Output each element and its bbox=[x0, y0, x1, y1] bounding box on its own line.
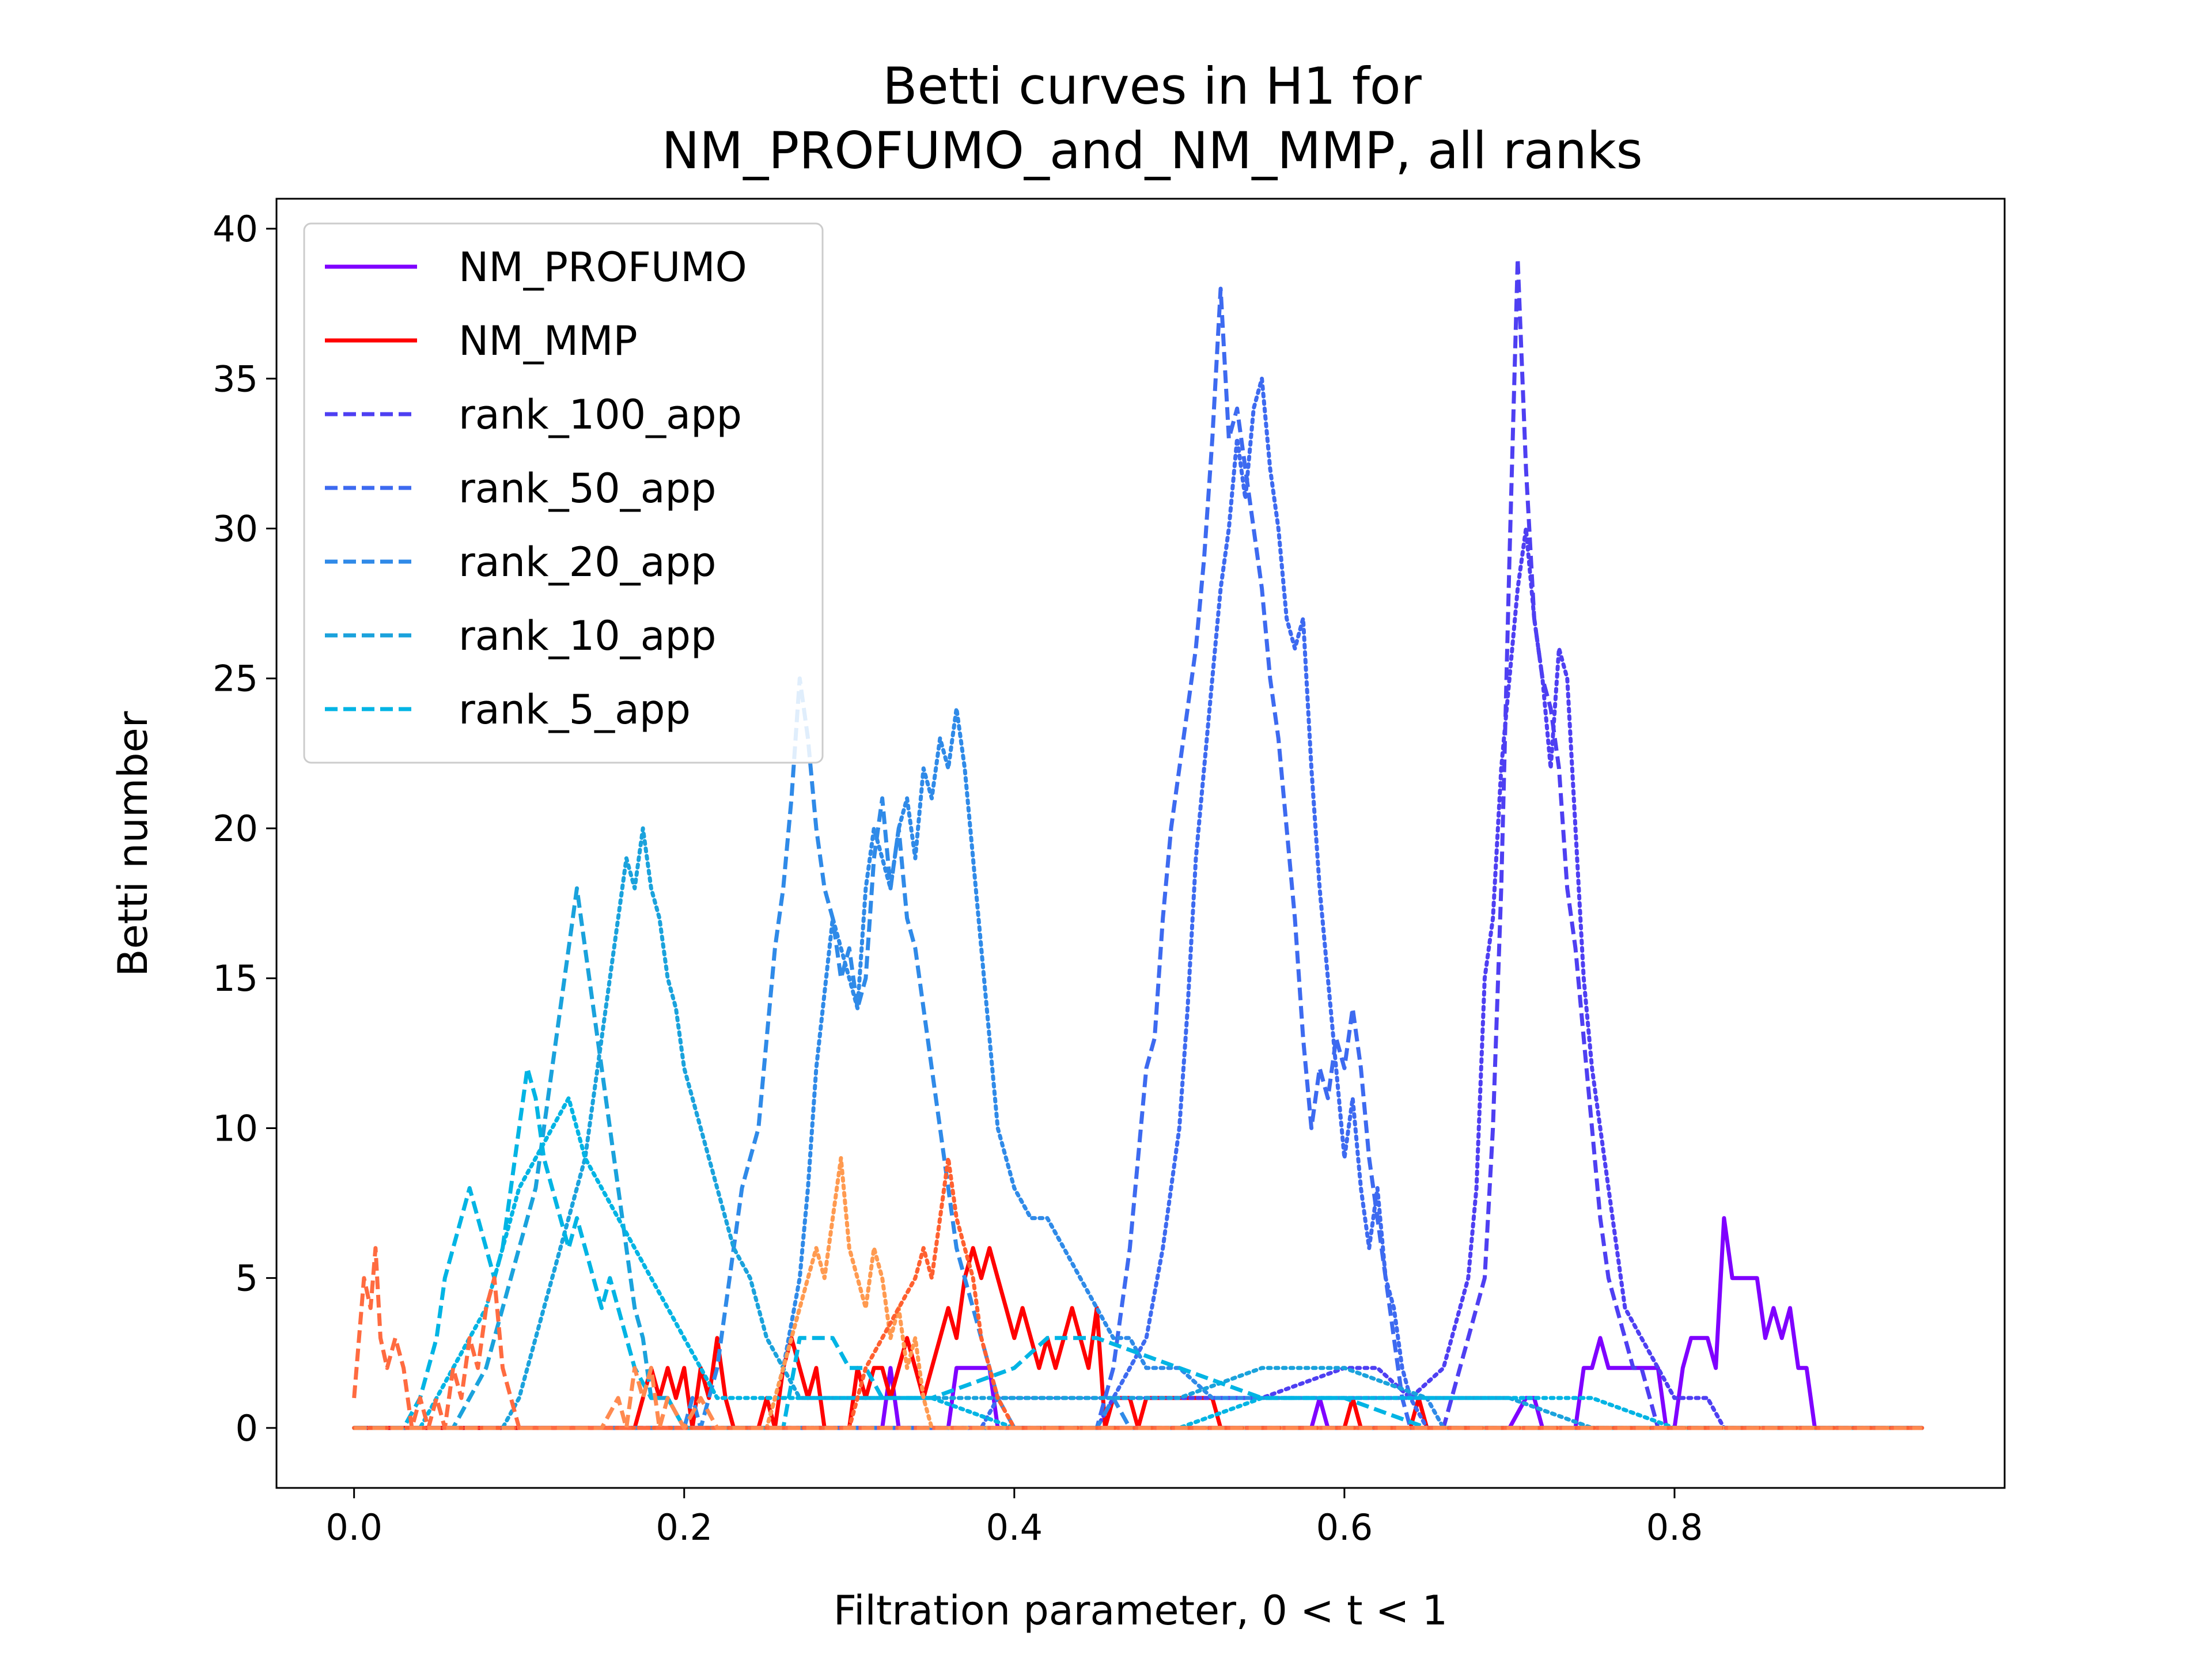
series-line-13 bbox=[352, 1156, 1925, 1430]
y-tick-label: 20 bbox=[213, 808, 258, 850]
series-line-9 bbox=[352, 826, 1925, 1430]
legend-label: NM_PROFUMO bbox=[459, 244, 747, 291]
legend-label: rank_100_app bbox=[459, 391, 742, 438]
series-line-2 bbox=[354, 256, 1922, 1430]
series-line-4 bbox=[354, 286, 1922, 1430]
legend-label: rank_20_app bbox=[459, 539, 716, 586]
x-tick-label: 0.8 bbox=[1646, 1506, 1703, 1548]
y-axis-label: Betti number bbox=[109, 711, 157, 976]
x-tick-label: 0.6 bbox=[1316, 1506, 1373, 1548]
series-line-12 bbox=[352, 1156, 1925, 1430]
y-tick-label: 35 bbox=[213, 358, 258, 400]
legend-label: NM_MMP bbox=[459, 317, 638, 365]
legend-label: rank_50_app bbox=[459, 465, 716, 512]
x-axis-ticks: 0.0 0.2 0.4 0.6 0.8 bbox=[325, 1488, 1703, 1548]
x-tick-label: 0.4 bbox=[986, 1506, 1043, 1548]
y-axis-ticks: 0 5 10 15 20 25 30 35 40 bbox=[213, 208, 276, 1449]
axes-frame bbox=[275, 198, 2006, 1489]
x-tick-label: 0.0 bbox=[325, 1506, 382, 1548]
series-line-6 bbox=[354, 676, 1922, 1430]
y-tick-label: 40 bbox=[213, 208, 258, 250]
series-line-7 bbox=[352, 706, 1925, 1430]
legend-label: rank_10_app bbox=[459, 612, 716, 660]
x-axis-label: Filtration parameter, 0 < t < 1 bbox=[834, 1587, 1448, 1634]
series-line-5 bbox=[352, 376, 1925, 1430]
series-line-11 bbox=[352, 1096, 1925, 1430]
series-line-10 bbox=[354, 1066, 1922, 1430]
y-tick-label: 0 bbox=[236, 1407, 258, 1449]
series-line-14 bbox=[352, 1246, 1922, 1430]
series-line-15 bbox=[354, 1366, 1922, 1430]
legend: NM_PROFUMO NM_MMP rank_100_app rank_50_appr… bbox=[303, 222, 824, 764]
series-line-8 bbox=[354, 886, 1922, 1430]
chart-title-line-1: Betti curves in H1 for bbox=[882, 56, 1422, 116]
y-tick-label: 30 bbox=[213, 508, 258, 550]
legend-label: rank_5_app bbox=[459, 686, 691, 733]
legend-box bbox=[303, 222, 824, 764]
x-tick-label: 0.2 bbox=[656, 1506, 713, 1548]
series-layer bbox=[352, 256, 1925, 1430]
series-line-3 bbox=[352, 527, 1925, 1430]
y-tick-label: 25 bbox=[213, 658, 258, 700]
chart-title-line-2: NM_PROFUMO_and_NM_MMP, all ranks bbox=[661, 121, 1642, 180]
y-tick-label: 15 bbox=[213, 957, 258, 999]
y-tick-label: 10 bbox=[213, 1107, 258, 1149]
y-tick-label: 5 bbox=[236, 1257, 258, 1300]
